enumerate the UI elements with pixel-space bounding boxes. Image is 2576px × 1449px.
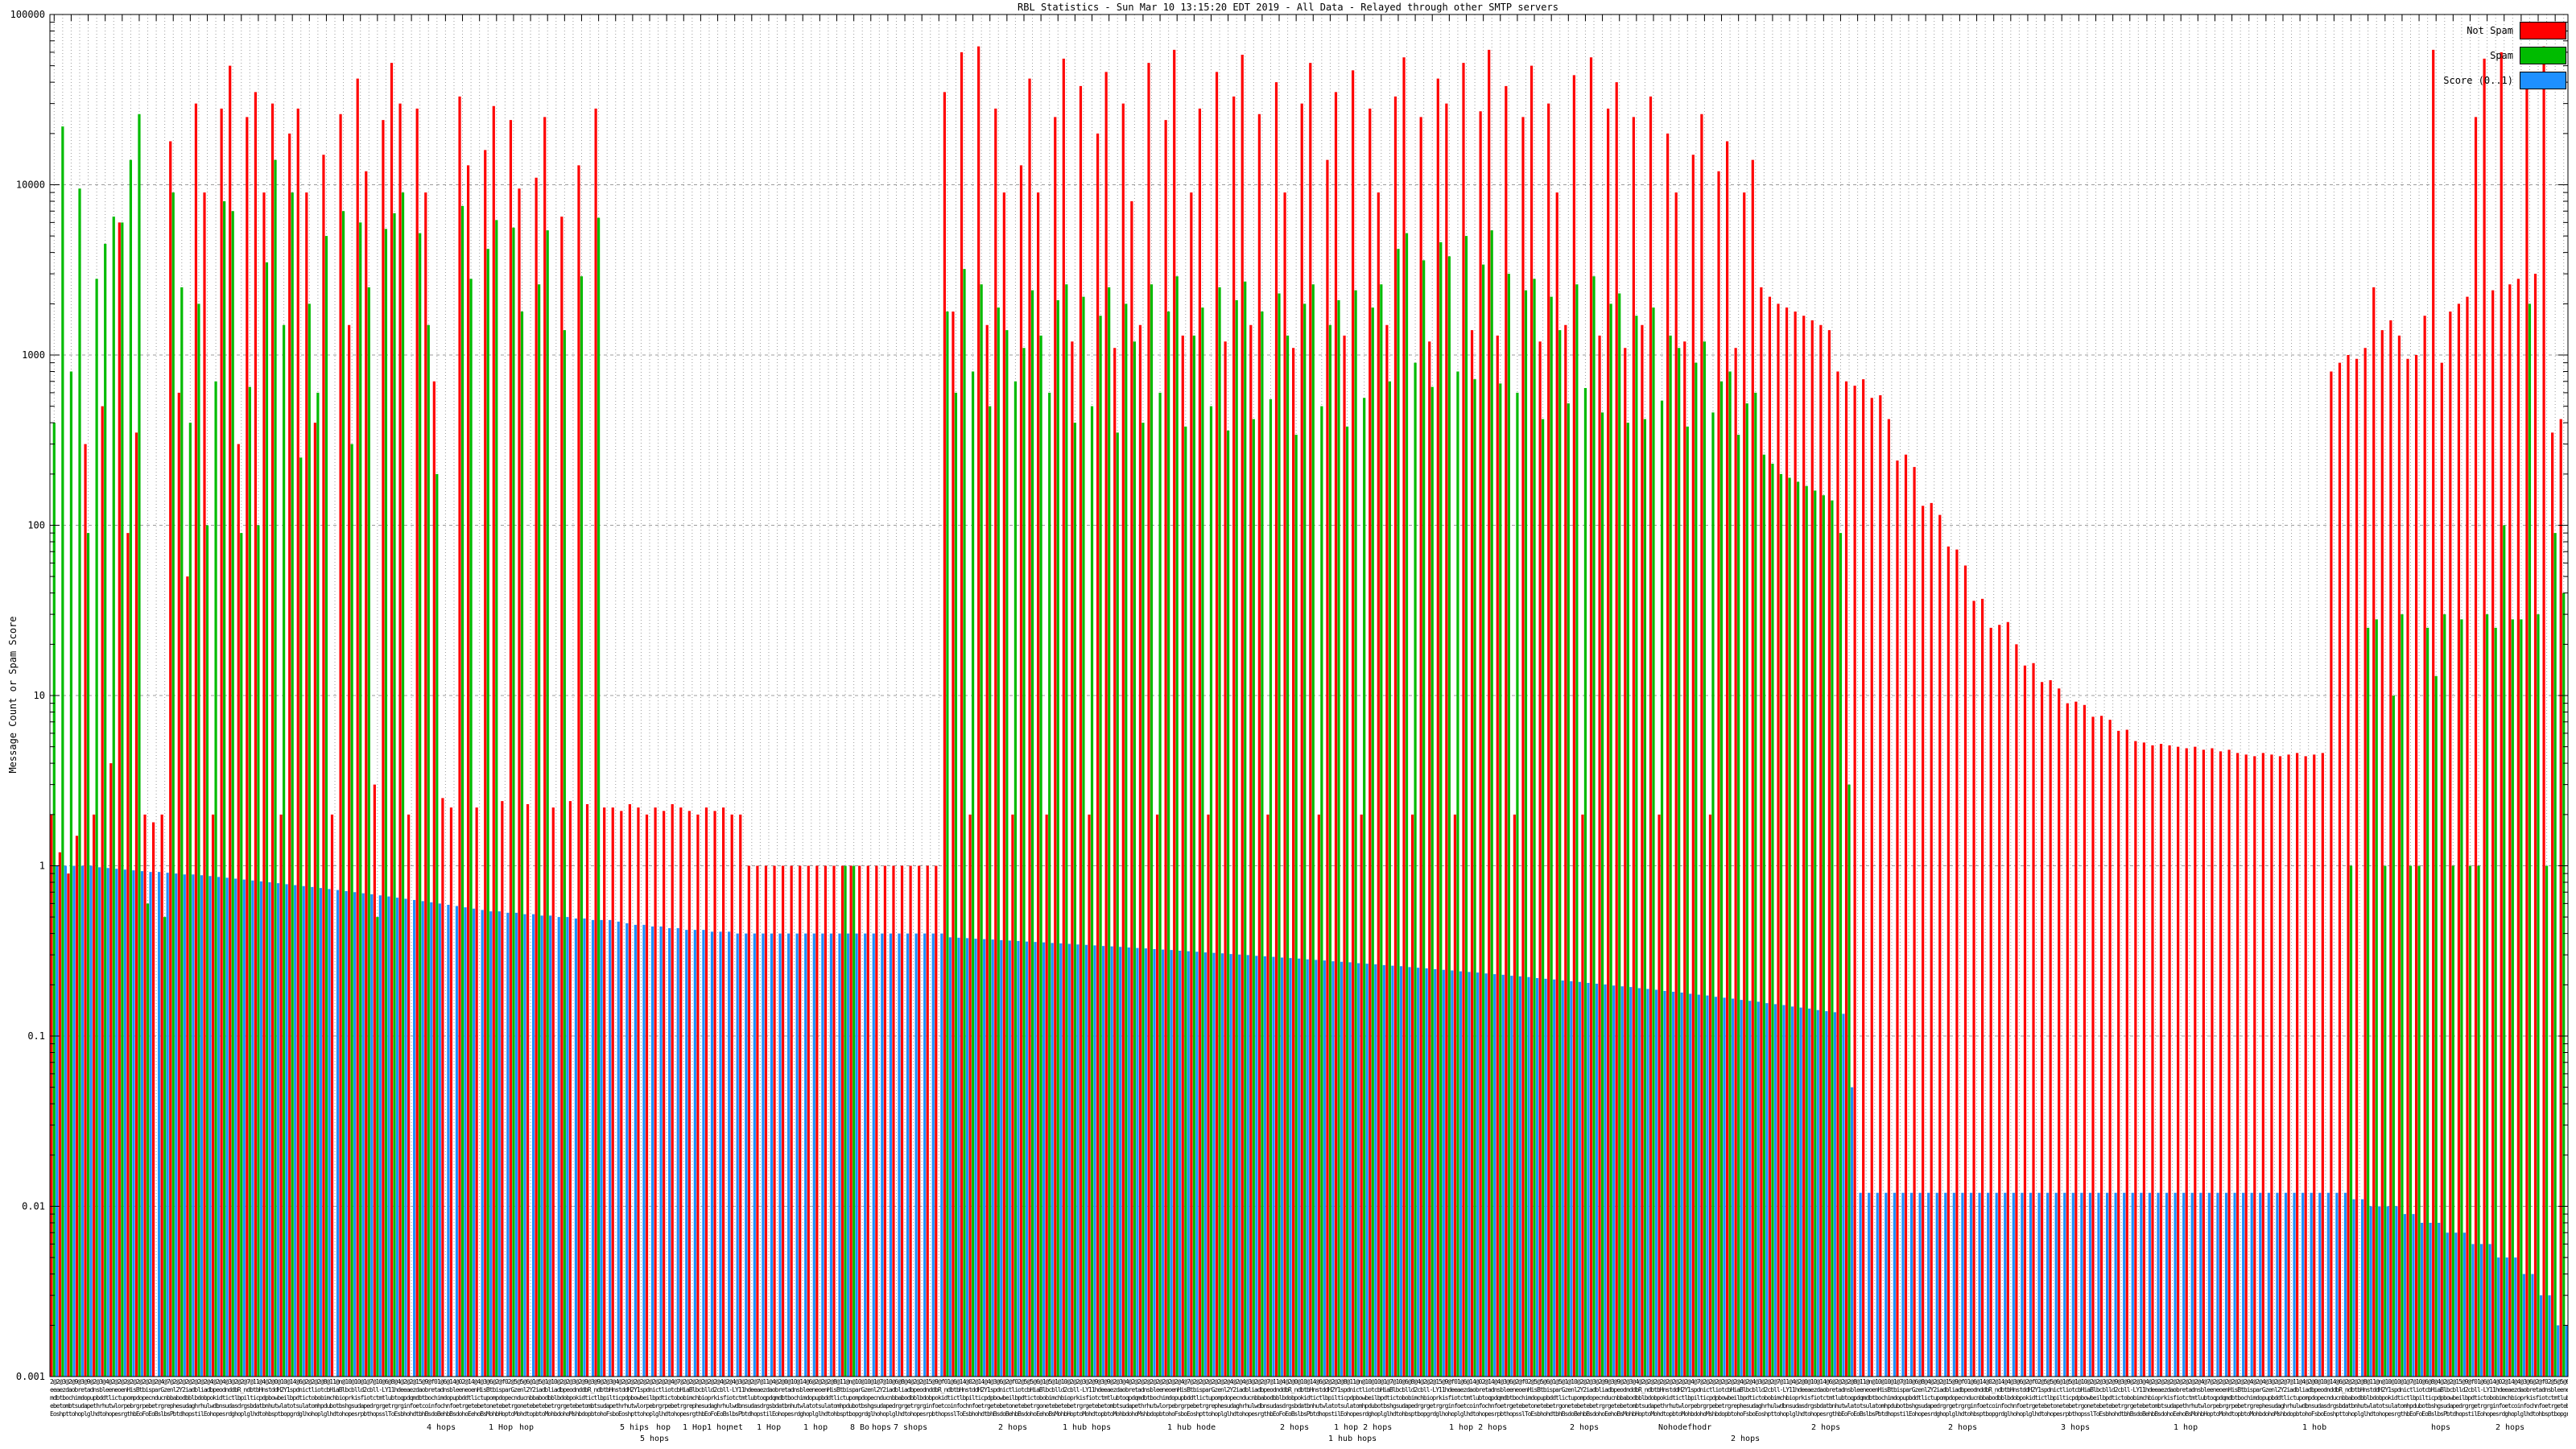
xaxis-hops-label: 1 hop 2 hops <box>1449 1423 1508 1432</box>
legend-item-not-spam: Not Spam <box>2443 22 2566 39</box>
legend-swatch-green <box>2520 47 2566 64</box>
xaxis-hops-label: hops <box>2431 1423 2451 1432</box>
xaxis-hops-label: hops <box>872 1423 892 1432</box>
xaxis-hops-label: 2 hops <box>1731 1435 1761 1443</box>
legend-swatch-red <box>2520 22 2566 39</box>
xaxis-hops-label: 1 hop 2 hops <box>1334 1423 1393 1432</box>
xaxis-hops-label: 1 Hop <box>489 1423 514 1432</box>
y-tick-label: 10 <box>34 690 45 701</box>
xaxis-hops-label: 2 hops <box>1570 1423 1600 1432</box>
legend-label-score: Score (0..1) <box>2443 75 2513 86</box>
xaxis-hops-label: 2 hops <box>2496 1423 2525 1432</box>
xaxis-hops-label: 1 hop <box>2174 1423 2198 1432</box>
y-tick-label: 1000 <box>22 349 45 361</box>
chart-title: RBL Statistics - Sun Mar 10 13:15:20 EDT… <box>1018 2 1558 13</box>
xaxis-hops-label: 2 hops <box>1811 1423 1841 1432</box>
xaxis-hops-label: 5 hops <box>640 1435 670 1443</box>
xaxis-hops-label: 1 hop <box>707 1423 732 1432</box>
xaxis-hops-label: 4 hops <box>427 1423 456 1432</box>
legend-swatch-blue <box>2520 72 2566 89</box>
bars-spam <box>52 114 2566 1377</box>
xaxis-hops-label: 1 hob <box>2302 1423 2327 1432</box>
xaxis-hops-label: 2 hops <box>1948 1423 1978 1432</box>
legend-item-score: Score (0..1) <box>2443 72 2566 89</box>
bars-not-spam <box>50 46 2562 1377</box>
xaxis-hops-label: hop <box>656 1423 671 1432</box>
y-tick-label: 0.01 <box>22 1201 45 1212</box>
xaxis-hops-label: 3 hops <box>2061 1423 2091 1432</box>
xaxis-hops-label: Nohodefhodr <box>1658 1423 1712 1432</box>
xaxis-hops-label: 7 shops <box>894 1423 928 1432</box>
y-tick-label: 0.001 <box>16 1371 45 1382</box>
xaxis-hops-label: 2 hops <box>1280 1423 1310 1432</box>
xaxis-hops-label: 2 hops <box>998 1423 1028 1432</box>
xaxis-labels-row: eeaezdaobretadnsbleeneoenHisBtbisparGzen… <box>50 1386 2568 1393</box>
legend-label-not-spam: Not Spam <box>2467 25 2513 36</box>
xaxis-hops-label: net <box>729 1423 744 1432</box>
legend-item-spam: Spam <box>2443 47 2566 64</box>
horizontal-gridlines <box>50 184 2568 1207</box>
y-tick-label: 1 <box>39 861 45 872</box>
y-tick-label: 10000 <box>16 180 45 191</box>
legend-label-spam: Spam <box>2490 50 2513 61</box>
xaxis-hops-label: 1 hub hops <box>1328 1435 1377 1443</box>
xaxis-hops-label: 1 hub hode <box>1167 1423 1216 1432</box>
xaxis-hops-label: 1 Hop <box>683 1423 708 1432</box>
xaxis-hops-label: 5 hips <box>620 1423 650 1432</box>
x-axis-labels: 2@2@3@2@9@3@9@2@3@4@2@2@2@2@2@2@2@2@4@7@… <box>50 1378 2568 1449</box>
xaxis-hops-label: hop <box>519 1423 535 1432</box>
xaxis-hops-label: 1 hop <box>803 1423 828 1432</box>
bars-score-0-1- <box>56 865 2568 1377</box>
xaxis-labels-row: ebetombtsudapethrhutwlorpebrgrpebetrgrep… <box>50 1402 2568 1410</box>
xaxis-hops-label: 1 hub hops <box>1063 1423 1112 1432</box>
xaxis-labels-row: 2@2@3@2@9@3@9@2@3@4@2@2@2@2@2@2@2@2@4@7@… <box>50 1378 2568 1385</box>
y-tick-label: 0.1 <box>27 1030 45 1042</box>
xaxis-labels-row: mdbtbochimdopupbddtlictupompdopecnducnbb… <box>50 1394 2568 1402</box>
y-tick-label: 100 <box>27 520 45 531</box>
xaxis-hops-label: 8 Bo <box>850 1423 870 1432</box>
axis-ticks <box>50 14 2568 1377</box>
xaxis-hops-label: 1 Hop <box>757 1423 782 1432</box>
legend: Not Spam Spam Score (0..1) <box>2443 22 2566 97</box>
y-tick-label: 100000 <box>10 9 45 20</box>
xaxis-labels-row: EoshpttohoplglhdtohopesrgthbEoFoEoBslbsP… <box>50 1410 2568 1418</box>
